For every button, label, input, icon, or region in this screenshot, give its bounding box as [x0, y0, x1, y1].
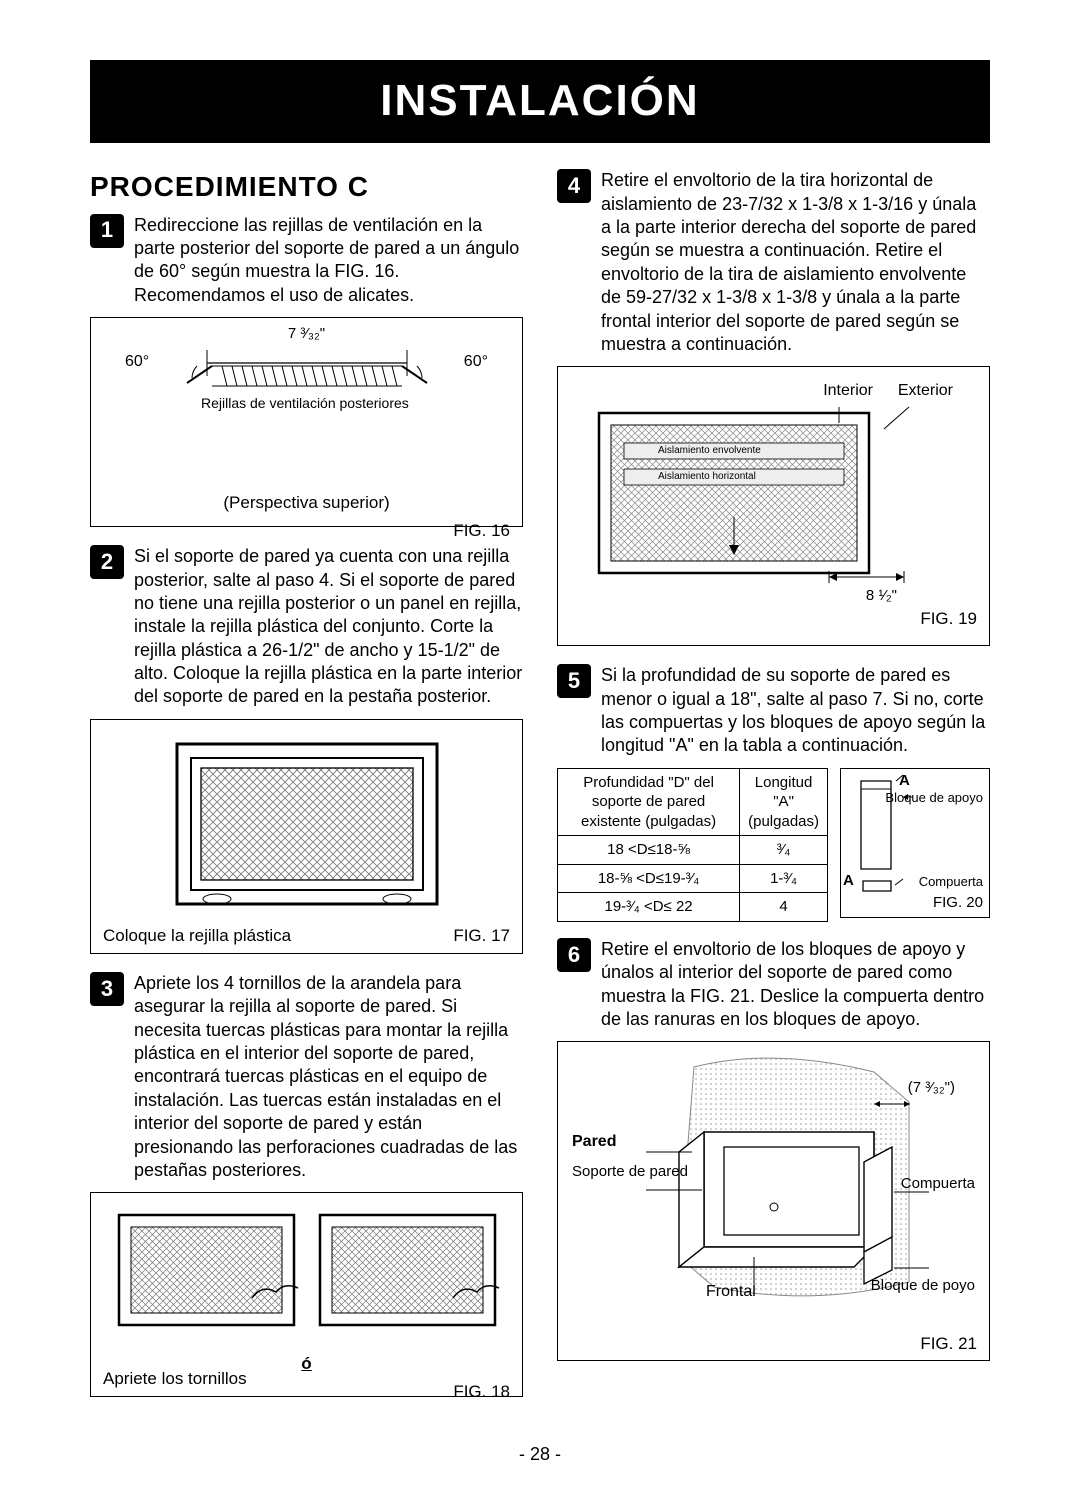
fig21-label: FIG. 21	[570, 1333, 977, 1355]
step-6: 6 Retire el envoltorio de los bloques de…	[557, 938, 990, 1032]
step-number-5: 5	[557, 664, 591, 698]
fig21-pared: Pared	[572, 1132, 616, 1153]
step-2-text: Si el soporte de pared ya cuenta con una…	[134, 545, 523, 709]
fig19-interior: Interior	[823, 381, 873, 402]
step5-row: Profundidad "D" del soporte de pared exi…	[557, 768, 990, 922]
cell-r3c1: 19-³⁄₄ <D≤ 22	[558, 893, 740, 922]
table-row: 18 <D≤18-⅝ ³⁄₄	[558, 836, 828, 865]
banner-title: INSTALACIÓN	[90, 60, 990, 143]
step-6-text: Retire el envoltorio de los bloques de a…	[601, 938, 990, 1032]
fig21-compuerta: Compuerta	[901, 1174, 975, 1194]
fig20-a-bottom: A	[843, 871, 854, 891]
step-number-1: 1	[90, 214, 124, 248]
table-row: 18-⅝ <D≤19-³⁄₄ 1-³⁄₄	[558, 864, 828, 893]
fig16-angle-right: 60°	[464, 352, 488, 373]
two-column-layout: PROCEDIMIENTO C 1 Redireccione las rejil…	[90, 169, 990, 1415]
fig16-label: FIG. 16	[103, 520, 510, 542]
fig17-svg	[157, 734, 457, 919]
fig19-exterior: Exterior	[898, 381, 953, 402]
length-table: Profundidad "D" del soporte de pared exi…	[557, 768, 828, 922]
page-number: - 28 -	[90, 1443, 990, 1466]
cell-r2c1: 18-⅝ <D≤19-³⁄₄	[558, 864, 740, 893]
step-4: 4 Retire el envoltorio de la tira horizo…	[557, 169, 990, 356]
step-3: 3 Apriete los 4 tornillos de la arandela…	[90, 972, 523, 1183]
fig16-perspective: (Perspectiva superior)	[103, 492, 510, 514]
fig16-dim: 7 ³⁄₃₂"	[288, 324, 325, 344]
fig20-compuerta: Compuerta	[919, 874, 983, 891]
fig21-soporte: Soporte de pared	[572, 1164, 688, 1181]
step-number-2: 2	[90, 545, 124, 579]
fig21-dim: (7 ³⁄₃₂")	[908, 1078, 955, 1098]
step-1: 1 Redireccione las rejillas de ventilaci…	[90, 214, 523, 308]
fig18-caption: Apriete los tornillos	[103, 1368, 247, 1390]
figure-19: Interior Exterior Aislamiento envolvente…	[557, 366, 990, 646]
step-5: 5 Si la profundidad de su soporte de par…	[557, 664, 990, 758]
section-title: PROCEDIMIENTO C	[90, 169, 523, 205]
figure-16: 7 ³⁄₃₂" 60° 60° Rejillas de ventilación …	[90, 317, 523, 527]
fig20-label: FIG. 20	[933, 893, 983, 913]
step-3-text: Apriete los 4 tornillos de la arandela p…	[134, 972, 523, 1183]
table-header-2: Longitud "A" (pulgadas)	[740, 768, 828, 836]
table-header-1: Profundidad "D" del soporte de pared exi…	[558, 768, 740, 836]
figure-18: ó Apriete los tornillos FIG. 18	[90, 1192, 523, 1397]
cell-r3c2: 4	[740, 893, 828, 922]
step-1-text: Redireccione las rejillas de ventilación…	[134, 214, 523, 308]
step-number-3: 3	[90, 972, 124, 1006]
fig19-horiz: Aislamiento horizontal	[658, 470, 756, 483]
manual-page: INSTALACIÓN PROCEDIMIENTO C 1 Redireccio…	[0, 0, 1080, 1497]
cell-r1c1: 18 <D≤18-⅝	[558, 836, 740, 865]
fig16-angle-left: 60°	[125, 352, 149, 373]
table-row: 19-³⁄₄ <D≤ 22 4	[558, 893, 828, 922]
fig17-caption: Coloque la rejilla plástica	[103, 925, 291, 947]
cell-r2c2: 1-³⁄₄	[740, 864, 828, 893]
step-5-text: Si la profundidad de su soporte de pared…	[601, 664, 990, 758]
step-2: 2 Si el soporte de pared ya cuenta con u…	[90, 545, 523, 709]
fig18-svg	[107, 1203, 507, 1353]
fig19-label: FIG. 19	[570, 608, 977, 630]
step-number-6: 6	[557, 938, 591, 972]
fig16-slits-label: Rejillas de ventilación posteriores	[201, 394, 409, 412]
fig19-svg	[579, 377, 969, 602]
fig20-bloque: Bloque de apoyo	[885, 791, 983, 805]
fig16-svg	[117, 328, 497, 458]
figure-21: (7 ³⁄₃₂") Pared Soporte de pared Frontal…	[557, 1041, 990, 1361]
figure-17: Coloque la rejilla plástica FIG. 17	[90, 719, 523, 954]
fig20-a-top: A	[899, 771, 910, 791]
fig21-bloque: Bloque de poyo	[871, 1278, 975, 1295]
fig19-env: Aislamiento envolvente	[658, 444, 761, 457]
left-column: PROCEDIMIENTO C 1 Redireccione las rejil…	[90, 169, 523, 1415]
figure-20: A Bloque de apoyo A Compuerta FIG. 20	[840, 768, 990, 918]
step-number-4: 4	[557, 169, 591, 203]
step-4-text: Retire el envoltorio de la tira horizont…	[601, 169, 990, 356]
cell-r1c2: ³⁄₄	[740, 836, 828, 865]
fig19-dim: 8 ¹⁄₂"	[866, 586, 897, 606]
right-column: 4 Retire el envoltorio de la tira horizo…	[557, 169, 990, 1415]
fig21-frontal: Frontal	[706, 1282, 756, 1303]
